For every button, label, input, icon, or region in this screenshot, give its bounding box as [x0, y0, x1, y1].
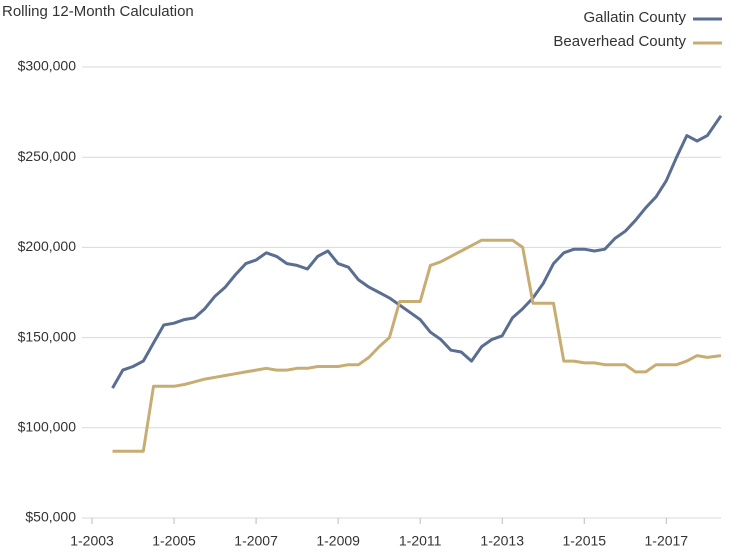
x-tick-label: 1-2007 [234, 533, 278, 549]
x-tick-label: 1-2005 [152, 533, 196, 549]
legend-label: Gallatin County [583, 9, 686, 26]
x-tick-label: 1-2013 [480, 533, 524, 549]
y-tick-label: $150,000 [18, 328, 77, 344]
y-tick-label: $100,000 [18, 419, 77, 435]
x-tick-label: 1-2009 [316, 533, 360, 549]
x-tick-label: 1-2011 [399, 533, 442, 549]
x-tick-label: 1-2015 [562, 533, 606, 549]
x-tick-label: 1-2003 [70, 533, 114, 549]
legend-label: Beaverhead County [553, 33, 686, 50]
y-tick-label: $50,000 [25, 509, 76, 525]
line [111, 114, 723, 389]
x-tick-label: 1-2017 [645, 533, 689, 549]
y-tick-label: $300,000 [18, 58, 77, 74]
line [112, 238, 722, 453]
y-tick-label: $200,000 [18, 238, 77, 254]
chart-title: Rolling 12-Month Calculation [2, 3, 194, 20]
y-tick-label: $250,000 [18, 148, 77, 164]
